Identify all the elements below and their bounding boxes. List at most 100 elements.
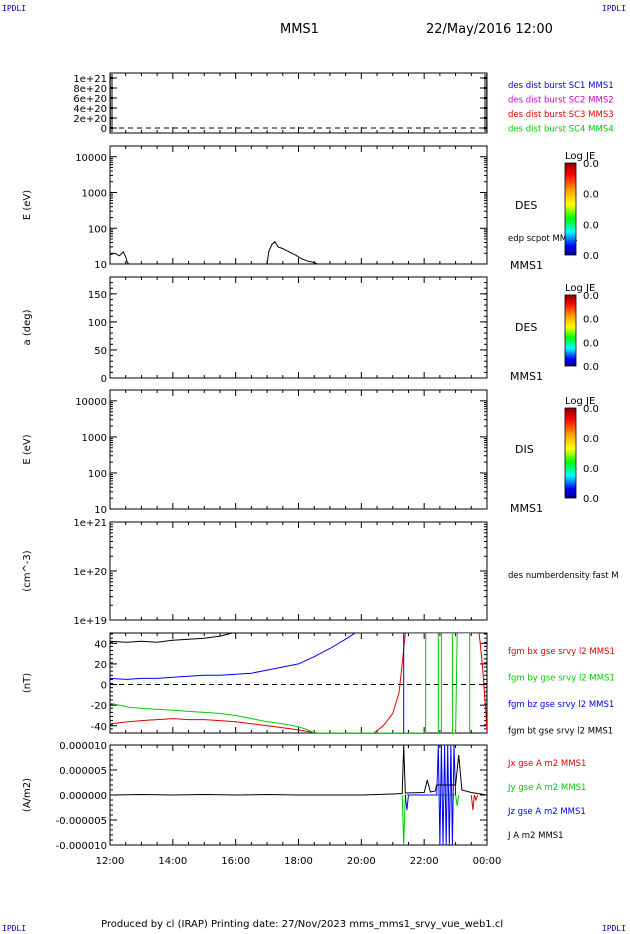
magnetic-field-ytick-label: -20 [91,701,107,712]
colorbar-label: 0.0 [583,291,599,302]
current-density-ytick-label: -0.000005 [56,816,107,827]
current-density-ytick-label: -0.000010 [56,841,107,852]
legend-fgm-0: fgm bx gse srvy l2 MMS1 [508,647,615,657]
legend-sc3: des dist burst SC3 MMS3 [508,110,614,120]
footer-credits: Produced by cl (IRAP) Printing date: 27/… [101,919,504,930]
legend-fgm-2: fgm bz gse srvy l2 MMS1 [508,700,614,710]
colorbar-label: 0.0 [583,338,599,349]
number-density-frame [109,521,488,621]
corner-mark-top-right: IPDLI [601,4,626,13]
current-density-ytick-label: 0.000010 [59,741,107,752]
magnetic-field-series-line [110,633,233,643]
colorbar [564,407,577,499]
dis-energy-ytick-label: 10000 [75,397,107,408]
spacecraft-title: MMS1 [280,22,319,37]
colorbar-title: Log JE [565,283,595,294]
magnetic-field-series-line [110,633,471,733]
spacecraft-label: MMS1 [510,370,543,383]
legend-current-2: Jz gse A m2 MMS1 [507,807,586,817]
magnetic-field-ytick-label: 0 [101,681,107,692]
des-dist-burst-ytick-label: 6e+20 [73,94,107,105]
magnetic-field-ytick-label: -40 [91,722,107,733]
legend-fgm-3: fgm bt gse srvy l2 MMS1 [508,727,613,737]
magnetic-field-series-line [110,633,487,733]
number-density-ytick-label: 1e+20 [73,567,107,578]
legend-sc4: des dist burst SC4 MMS4 [508,125,614,135]
magnetic-field-frame [109,632,488,734]
number-density-ylabel: (cm^-3) [22,550,33,591]
des-dist-burst-ytick-label: 1e+21 [73,74,107,85]
xtick-label: 18:00 [284,856,313,867]
des-dist-burst-ytick-label: 2e+20 [73,114,107,125]
dis-energy-ylabel: E (eV) [22,434,33,464]
number-density-ytick-label: 1e+21 [73,518,107,529]
des-energy-series-group [110,240,318,264]
date-title: 22/May/2016 12:00 [426,22,553,37]
legend-current-3: J A m2 MMS1 [507,831,564,841]
legend-current-0: Jx gse A m2 MMS1 [507,759,586,769]
des-pitch-frame [109,276,488,379]
colorbar-label: 0.0 [583,251,599,262]
legend-edp-scpot: edp scpot MMS1 [508,234,578,244]
xtick-label: 00:00 [473,856,502,867]
des-pitch-ylabel: a (deg) [22,309,33,345]
des-energy-ylabel: E (eV) [22,190,33,220]
magnetic-field-ylabel: (nT) [22,673,33,693]
des-dist-burst-ytick-label: 4e+20 [73,104,107,115]
corner-mark-bottom-left: IPDLI [2,924,27,933]
current-density-series-group [110,745,487,845]
current-density-ylabel: (A/m2) [22,778,33,812]
des-energy-ytick-label: 1000 [82,189,107,200]
current-density-series-line [470,794,479,811]
des-pitch-ytick-label: 150 [88,290,107,301]
instrument-label-des: DES [515,321,537,334]
current-density-series-line [110,745,487,796]
legend-sc1: des dist burst SC1 MMS1 [508,81,614,91]
dis-energy-frame [109,389,488,510]
des-energy-frame [109,145,488,265]
legend-current-1: Jy gse A m2 MMS1 [507,783,586,793]
current-density-ytick-label: 0.000005 [59,766,107,777]
colorbar-label: 0.0 [583,464,599,475]
magnetic-field-series-group [110,633,487,733]
dis-energy-ytick-label: 1000 [82,433,107,444]
xtick-label: 20:00 [347,856,376,867]
des-energy-series-line [110,240,318,264]
colorbar-title: Log JE [565,151,595,162]
colorbar-label: 0.0 [583,315,599,326]
des-pitch-ytick-label: 0 [101,374,107,385]
number-density-ytick-label: 1e+19 [73,616,107,627]
legend-numberdensity: des numberdensity fast M [508,571,619,581]
des-energy-ytick-label: 10000 [75,153,107,164]
spacecraft-label: MMS1 [510,502,543,515]
legend-fgm-1: fgm by gse srvy l2 MMS1 [508,674,615,684]
xtick-label: 16:00 [221,856,250,867]
colorbar-label: 0.0 [583,434,599,445]
legend-sc2: des dist burst SC2 MMS2 [508,96,614,106]
colorbar-label: 0.0 [583,220,599,231]
des-energy-ytick-label: 100 [88,224,107,235]
des-pitch-ytick-label: 50 [94,346,107,357]
magnetic-field-ytick-label: 40 [94,639,107,650]
colorbar [564,162,577,256]
des-dist-burst-ytick-label: 8e+20 [73,84,107,95]
spacecraft-label: MMS1 [510,259,543,272]
magnetic-field-ytick-label: 20 [94,660,107,671]
colorbar-label: 0.0 [583,404,599,415]
des-dist-burst-frame [109,72,488,134]
colorbar-label: 0.0 [583,159,599,170]
dis-energy-ytick-label: 10 [94,505,107,516]
current-density-series-line [404,745,457,845]
xtick-label: 22:00 [410,856,439,867]
instrument-label-dis: DIS [515,443,534,456]
xtick-label: 12:00 [96,856,125,867]
current-density-ytick-label: 0.000000 [59,791,107,802]
des-energy-ytick-label: 10 [94,260,107,271]
des-pitch-ytick-label: 100 [88,318,107,329]
colorbar [564,294,577,367]
xtick-label: 14:00 [158,856,187,867]
colorbar-label: 0.0 [583,362,599,373]
instrument-label-des: DES [515,199,537,212]
corner-mark-top-left: IPDLI [2,4,27,13]
colorbar-title: Log JE [565,396,595,407]
